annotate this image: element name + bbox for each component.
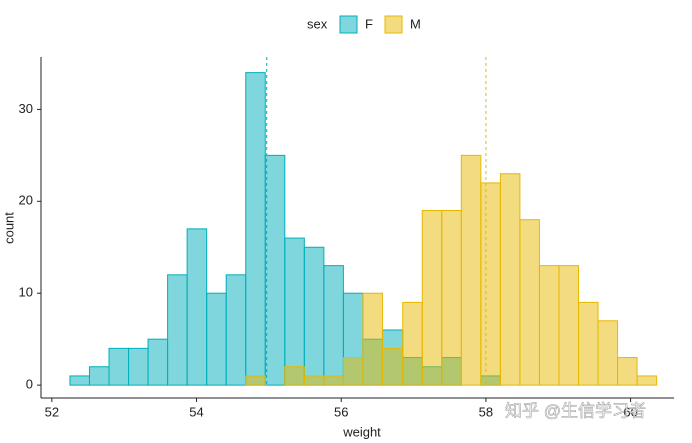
x-tick-label: 54 <box>189 404 203 419</box>
bar <box>460 154 482 386</box>
bar <box>421 209 443 386</box>
bar <box>342 357 364 386</box>
bar <box>381 347 404 386</box>
bar <box>578 301 599 386</box>
bar <box>167 274 188 386</box>
bar <box>264 154 286 386</box>
bar <box>480 182 501 386</box>
y-tick-label: 30 <box>19 101 33 116</box>
y-tick-label: 10 <box>19 285 33 300</box>
legend-label: F <box>365 16 373 31</box>
bar <box>245 72 266 386</box>
bar <box>362 292 383 386</box>
bar <box>69 375 90 386</box>
bar <box>303 246 325 386</box>
bar <box>558 265 580 386</box>
bar <box>284 237 305 386</box>
bar <box>617 357 638 386</box>
x-tick-label: 60 <box>623 404 637 419</box>
x-axis-title: weight <box>342 424 381 439</box>
legend-swatch <box>339 15 358 34</box>
bar <box>88 366 110 386</box>
bar <box>323 375 344 386</box>
legend-title: sex <box>307 16 328 31</box>
bar <box>147 338 169 386</box>
y-tick-label: 20 <box>19 193 33 208</box>
legend-label: M <box>410 16 421 31</box>
legend-swatch <box>384 15 403 34</box>
watermark: 知乎 @生信学习者 <box>505 401 646 420</box>
bar <box>597 320 619 386</box>
x-tick-label: 52 <box>45 404 59 419</box>
bar <box>108 347 130 386</box>
bar <box>128 347 149 386</box>
bar <box>245 375 266 386</box>
x-tick-label: 56 <box>334 404 348 419</box>
bar <box>186 228 208 386</box>
bar <box>303 375 325 386</box>
bar <box>402 301 423 386</box>
y-tick-label: 0 <box>26 377 33 392</box>
bar <box>499 173 521 386</box>
bar <box>636 375 658 386</box>
bar <box>225 274 247 386</box>
y-axis-title: count <box>1 212 16 244</box>
bar <box>323 265 344 386</box>
bar <box>519 219 540 386</box>
bar <box>284 366 305 386</box>
x-tick-label: 58 <box>479 404 493 419</box>
bar <box>441 209 462 386</box>
bar <box>538 265 560 386</box>
bar <box>206 292 227 386</box>
